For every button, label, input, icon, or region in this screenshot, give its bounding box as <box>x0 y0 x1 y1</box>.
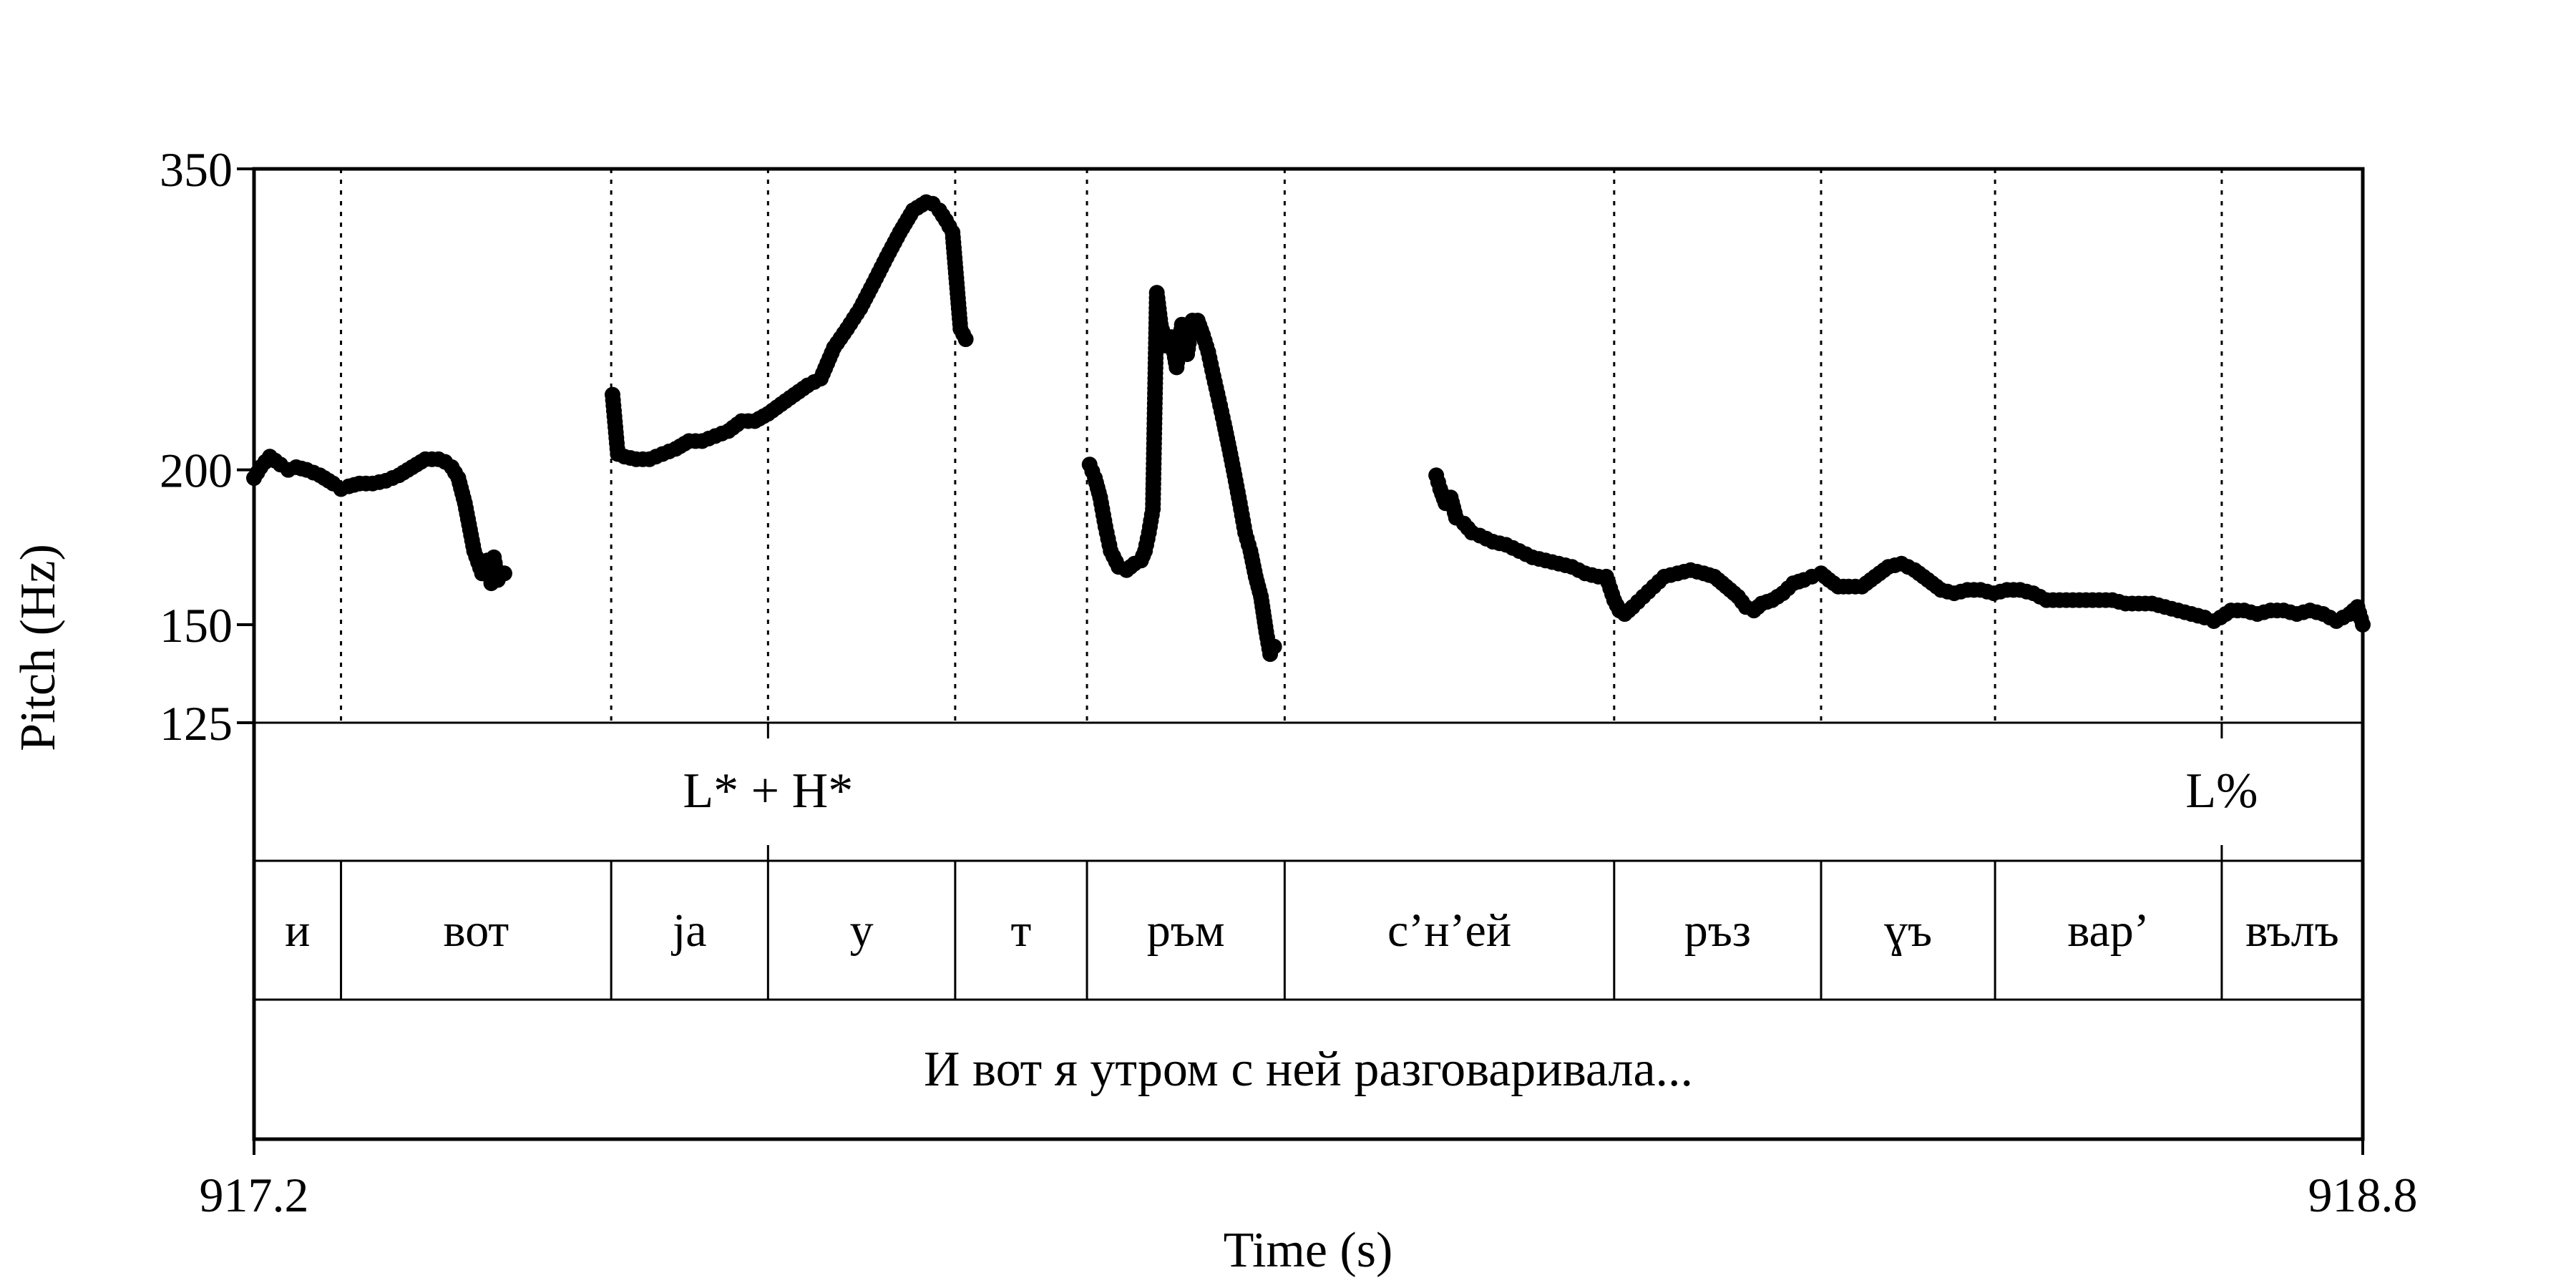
word-label: у <box>850 904 874 957</box>
x-axis-label: Time (s) <box>1224 1223 1393 1278</box>
plot-frame <box>252 167 2365 1141</box>
y-tick-label: 350 <box>160 142 233 197</box>
word-label: ja <box>671 904 707 957</box>
axis-ticks: 125 150 200 350 917.2 918.8 <box>160 142 2418 1222</box>
x-tick-label: 917.2 <box>200 1168 309 1222</box>
pitch-point <box>496 565 512 582</box>
tone-label: L% <box>2185 763 2258 819</box>
pitch-point <box>957 331 974 348</box>
word-label: ɣъ <box>1884 904 1932 957</box>
word-label: ръз <box>1684 904 1751 957</box>
y-tick-label: 200 <box>160 444 233 498</box>
tone-label: L* + H* <box>683 763 853 819</box>
frame-rect <box>252 167 2365 1141</box>
interval-boundaries <box>340 169 2223 723</box>
word-label: и <box>285 904 310 957</box>
y-axis-label: Pitch (Hz) <box>11 544 66 751</box>
word-label: с’н’ей <box>1387 904 1511 957</box>
pitch-points <box>246 194 2371 663</box>
word-label: вълъ <box>2245 904 2339 957</box>
word-label: ръм <box>1147 904 1225 957</box>
pitch-point <box>1266 638 1282 655</box>
sentence-label: И вот я утром с ней разговаривала... <box>924 1042 1693 1097</box>
x-tick-label: 918.8 <box>2308 1168 2418 1222</box>
word-label: т <box>1011 904 1032 957</box>
annotation-tiers: L* + H* L% и вот ja у т ръм с’н’ей ръз ɣъ вар’ вълъ И… <box>285 723 2339 1097</box>
word-label: вот <box>444 904 509 957</box>
y-tick-label: 150 <box>160 598 233 653</box>
y-tick-label: 125 <box>160 696 233 751</box>
word-label: вар’ <box>2067 904 2150 957</box>
